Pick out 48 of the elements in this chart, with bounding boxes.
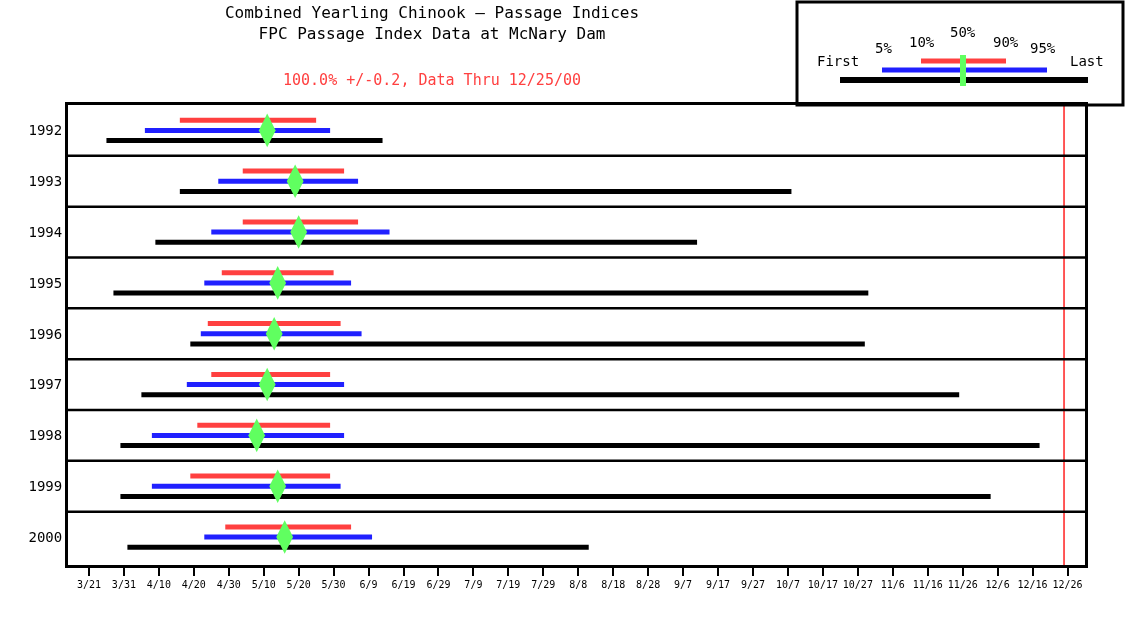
x-tick-label: 6/19 bbox=[391, 579, 416, 590]
x-tick-label: 11/6 bbox=[880, 579, 905, 590]
y-tick-label: 1995 bbox=[28, 274, 63, 291]
x-tick-label: 8/18 bbox=[601, 579, 626, 590]
x-tick-label: 12/26 bbox=[1052, 579, 1083, 590]
text: 5% bbox=[875, 40, 893, 56]
text: 90% bbox=[993, 34, 1019, 50]
x-tick-label: 9/17 bbox=[705, 579, 731, 590]
x-tick-label: 10/7 bbox=[775, 579, 800, 590]
x-tick-label: 9/27 bbox=[740, 579, 766, 590]
x-tick-label: 8/28 bbox=[636, 579, 661, 590]
y-tick-label: 1999 bbox=[28, 478, 63, 495]
x-tick-label: 5/20 bbox=[286, 579, 311, 590]
x-tick-label: 6/29 bbox=[426, 579, 451, 590]
x-tick-label: 7/19 bbox=[496, 579, 521, 590]
text: First bbox=[817, 53, 860, 69]
x-tick-label: 3/31 bbox=[111, 579, 136, 590]
chart-subtitle: FPC Passage Index Data at McNary Dam bbox=[258, 23, 606, 43]
x-tick-label: 10/27 bbox=[842, 579, 873, 590]
text: Last bbox=[1070, 53, 1104, 69]
x-tick-label: 5/30 bbox=[321, 579, 346, 590]
x-tick-label: 9/7 bbox=[674, 579, 693, 590]
x-tick-label: 6/9 bbox=[359, 579, 378, 590]
x-tick-label: 10/17 bbox=[807, 579, 838, 590]
chart-title: Combined Yearling Chinook — Passage Indices bbox=[224, 3, 640, 22]
x-tick-label: 8/8 bbox=[569, 579, 588, 590]
y-tick-label: 1993 bbox=[28, 173, 63, 190]
x-tick-label: 5/10 bbox=[251, 579, 276, 590]
x-tick-label: 11/26 bbox=[947, 579, 978, 590]
y-tick-label: 1998 bbox=[28, 427, 63, 444]
x-tick-label: 4/20 bbox=[181, 579, 206, 590]
y-tick-label: 1992 bbox=[28, 122, 63, 139]
text: 100.0% +/-0.2, Data Thru 12/25/00 bbox=[283, 71, 582, 89]
x-tick-label: 3/21 bbox=[76, 579, 102, 590]
y-tick-label: 2000 bbox=[28, 528, 63, 545]
x-tick-label: 7/9 bbox=[464, 579, 483, 590]
text: 50% bbox=[950, 24, 976, 40]
text: 10% bbox=[909, 34, 935, 50]
x-tick-label: 12/6 bbox=[985, 579, 1010, 590]
text: 95% bbox=[1030, 40, 1056, 56]
y-tick-label: 1997 bbox=[28, 376, 63, 393]
x-tick-label: 4/30 bbox=[216, 579, 241, 590]
y-tick-label: 1996 bbox=[28, 325, 63, 342]
x-tick-label: 4/10 bbox=[146, 579, 171, 590]
x-tick-label: 7/29 bbox=[531, 579, 556, 590]
x-tick-label: 11/16 bbox=[912, 579, 943, 590]
x-tick-label: 12/16 bbox=[1017, 579, 1048, 590]
y-tick-label: 1994 bbox=[28, 223, 63, 240]
